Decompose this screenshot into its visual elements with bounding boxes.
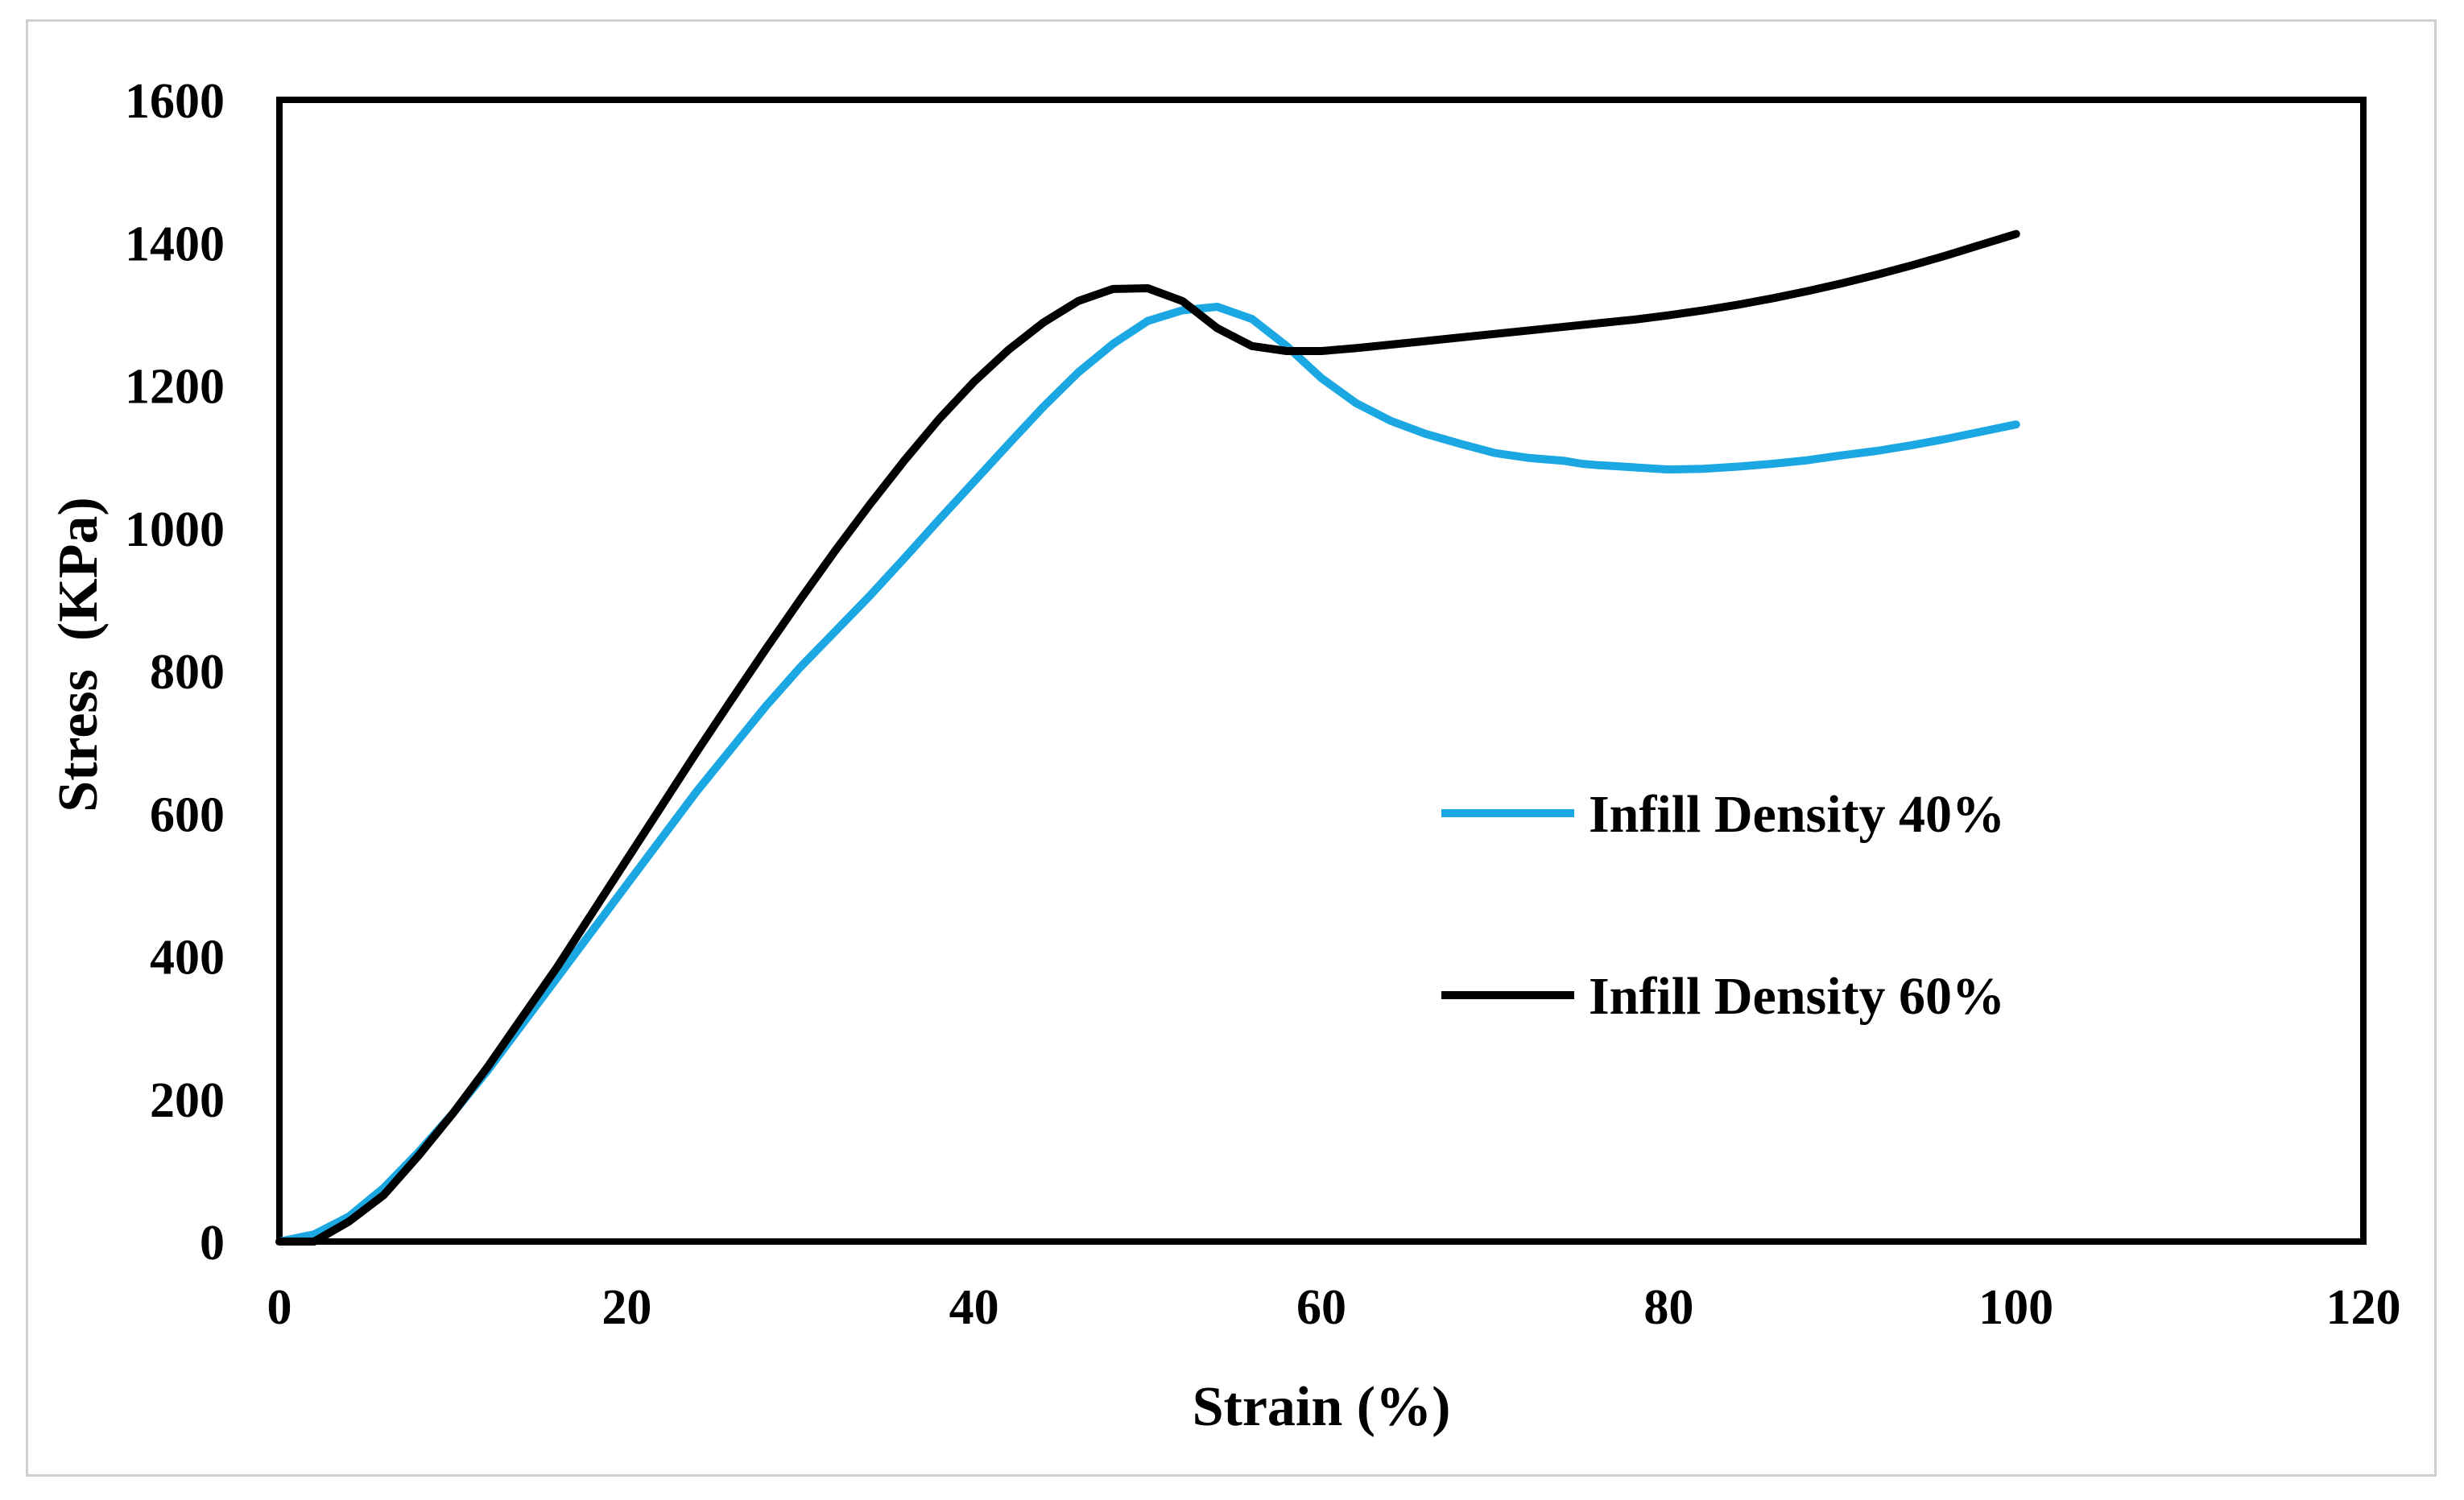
x-tick-labels: 0 20 40 60 80 100 120	[267, 1280, 2401, 1335]
legend-label-40: Infill Density 40%	[1589, 785, 2005, 844]
chart-frame	[26, 19, 2437, 1477]
series-line-infill-40	[275, 303, 2020, 1246]
plot-area	[276, 97, 2367, 1245]
legend-label-60: Infill Density 60%	[1589, 967, 2005, 1026]
x-tick-label: 20	[602, 1280, 651, 1335]
y-tick-label: 800	[150, 645, 225, 700]
series-line-infill-60	[275, 229, 2020, 1246]
y-tick-label: 0	[200, 1216, 225, 1271]
x-tick-label: 100	[1978, 1280, 2053, 1335]
y-tick-label: 200	[150, 1073, 225, 1128]
y-tick-label: 1400	[125, 217, 225, 271]
y-tick-label: 400	[150, 931, 225, 986]
x-axis-title: Strain (%)	[1193, 1376, 1451, 1438]
x-tick-label: 0	[267, 1280, 292, 1335]
x-tick-label: 80	[1643, 1280, 1693, 1335]
y-tick-label: 1600	[125, 74, 225, 129]
y-tick-label: 600	[150, 787, 225, 842]
x-tick-label: 120	[2326, 1280, 2401, 1335]
y-tick-labels: 0 200 400 600 800 1000 1200 1400 1600	[125, 74, 225, 1271]
x-tick-label: 40	[949, 1280, 999, 1335]
legend: Infill Density 40% Infill Density 60%	[1441, 785, 2005, 1026]
y-axis-title: Stress (KPa)	[48, 497, 110, 812]
x-tick-label: 60	[1296, 1280, 1346, 1335]
series-layer	[275, 229, 2020, 1246]
y-tick-label: 1200	[125, 360, 225, 415]
y-tick-label: 1000	[125, 502, 225, 557]
